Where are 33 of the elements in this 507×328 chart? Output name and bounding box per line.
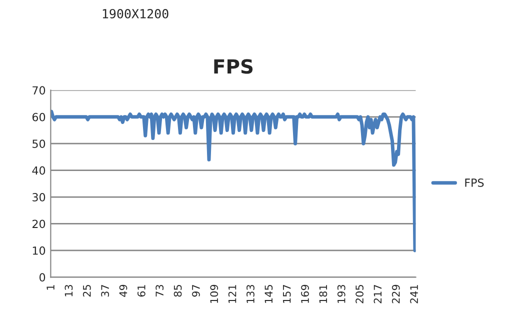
x-tick-label: 181 [319,285,328,303]
x-tick-label: 205 [356,285,364,304]
x-tick-label: 229 [392,284,400,304]
x-tick-label: 241 [410,285,418,304]
y-tick-label: 40 [32,166,46,175]
x-tick-label: 193 [337,284,346,303]
chart-title: FPS [214,59,253,74]
y-tick-label: 60 [32,112,46,122]
x-tick-label: 61 [137,285,146,297]
x-tick-label: 145 [264,285,273,303]
x-tick-label: 85 [174,285,182,297]
x-tick-label: 169 [301,284,309,303]
x-tick-label: 109 [210,284,218,303]
x-tick-label: 1 [46,285,54,290]
legend-label: FPS [465,178,484,187]
x-tick-label: 49 [119,284,128,297]
x-tick-label: 37 [101,284,110,297]
x-tick-label: 97 [192,284,200,297]
y-tick-label: 0 [40,273,46,282]
text: 1900X1200 [102,8,168,18]
y-tick-label: 50 [32,140,46,148]
x-tick-label: 25 [82,285,91,297]
y-tick-label: 20 [32,220,46,228]
x-tick-label: 73 [156,284,164,297]
y-tick-label: 30 [32,193,46,202]
x-tick-label: 121 [228,285,236,303]
y-tick-label: 10 [32,246,46,255]
x-tick-label: 217 [374,284,382,304]
line-series [50,110,416,252]
x-tick-label: 133 [246,284,254,303]
x-tick-label: 157 [283,284,291,303]
x-tick-label: 13 [64,284,73,296]
y-tick-label: 70 [32,86,46,95]
